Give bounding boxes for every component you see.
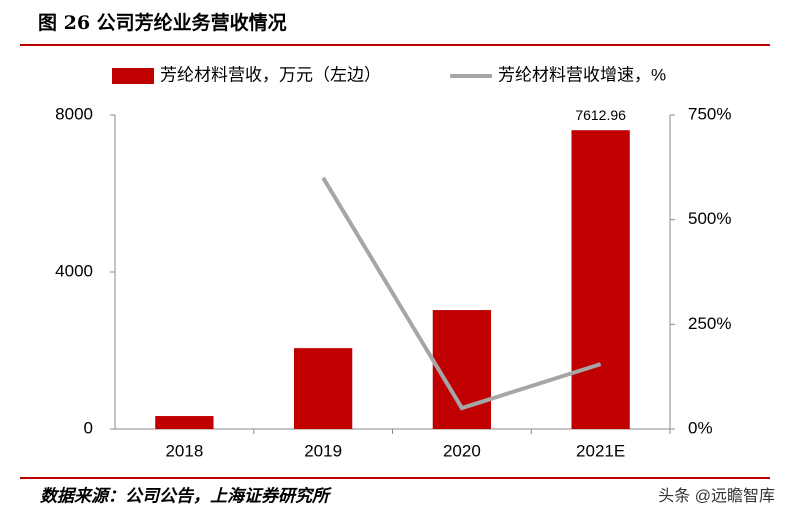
legend-label: 芳纶材料营收，万元（左边） (160, 65, 381, 84)
watermark: 头条 @远瞻智库 (658, 487, 775, 505)
y2-tick-label: 250% (688, 314, 731, 333)
y2-tick-label: 750% (688, 104, 731, 123)
x-tick-label: 2019 (304, 441, 342, 460)
y2-tick-label: 0% (688, 418, 713, 437)
legend-swatch (112, 68, 154, 84)
bar (155, 416, 214, 429)
y-tick-label: 8000 (55, 104, 93, 123)
y2-tick-label: 500% (688, 209, 731, 228)
y-tick-label: 4000 (55, 261, 93, 280)
source-note: 数据来源：公司公告，上海证券研究所 (40, 486, 332, 505)
x-tick-label: 2018 (165, 441, 203, 460)
bar (571, 130, 630, 429)
line-series (321, 176, 602, 411)
x-tick-label: 2021E (576, 441, 625, 460)
legend-label: 芳纶材料营收增速，% (498, 65, 666, 84)
bar (293, 348, 353, 429)
bar (432, 310, 492, 429)
data-label: 7612.96 (575, 107, 626, 123)
x-tick-label: 2020 (443, 441, 481, 460)
y-tick-label: 0 (84, 418, 93, 437)
chart-title: 图 26 公司芳纶业务营收情况 (38, 11, 287, 34)
